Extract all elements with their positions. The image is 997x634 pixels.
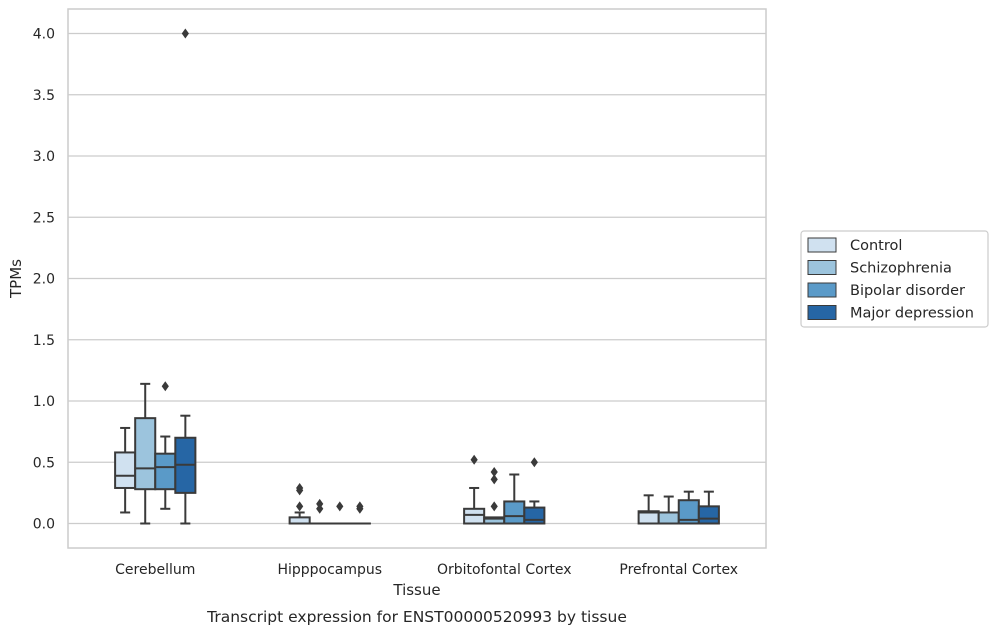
box-body — [657, 511, 680, 525]
x-tick-label: Cerebellum — [115, 562, 195, 578]
legend-label: Control — [850, 238, 902, 254]
box-control — [288, 482, 311, 525]
legend-swatch — [807, 260, 837, 275]
outlier-point — [181, 28, 189, 39]
outlier-point — [296, 482, 304, 493]
y-tick-label: 3.0 — [33, 149, 55, 165]
legend-swatch — [807, 305, 837, 320]
y-tick-label: 1.0 — [33, 394, 55, 410]
outlier-point — [356, 501, 364, 512]
box-schizophrenia — [657, 495, 680, 525]
y-tick-label: 2.5 — [33, 210, 55, 226]
outlier-point — [296, 501, 304, 512]
box-bipolar-disorder — [677, 490, 700, 525]
box-major-depression — [697, 490, 720, 525]
plot-frame — [67, 8, 767, 549]
box-schizophrenia — [134, 382, 157, 525]
box-body — [697, 505, 720, 525]
box-schizophrenia — [308, 498, 331, 525]
legend-label: Schizophrenia — [850, 261, 952, 277]
legend-swatch — [807, 282, 837, 298]
outlier-point — [490, 474, 498, 485]
box-schizophrenia — [483, 467, 506, 525]
x-tick-label: Orbitofontal Cortex — [437, 562, 572, 578]
box-body — [503, 500, 526, 525]
legend-label: Major depression — [850, 306, 974, 322]
legend-swatch — [807, 237, 837, 253]
box-major-depression — [348, 501, 371, 525]
y-tick-label: 3.5 — [33, 88, 55, 104]
box-body — [154, 452, 177, 491]
chart-caption: Transcript expression for ENST0000052099… — [206, 608, 627, 626]
y-tick-label: 0.5 — [33, 455, 55, 471]
x-tick-label: Hipppocampus — [277, 562, 382, 578]
y-tick-label: 4.0 — [33, 27, 55, 43]
box-body — [523, 506, 546, 525]
y-axis-ticks: 0.0 0.5 1.0 1.5 2.0 2.5 3.0 3.5 4.0 — [33, 27, 55, 533]
box-control — [114, 426, 137, 514]
y-tick-label: 1.5 — [33, 333, 55, 349]
gridlines — [68, 32, 766, 525]
outlier-point — [316, 498, 324, 509]
outlier-point — [490, 467, 498, 478]
outlier-point — [470, 454, 478, 465]
legend-frame — [800, 230, 989, 328]
y-tick-label: 2.0 — [33, 272, 55, 288]
x-axis-label: Tissue — [392, 581, 440, 599]
x-axis-ticks: Cerebellum Hipppocampus Orbitofontal Corte… — [115, 562, 738, 578]
x-tick-label: Prefrontal Cortex — [619, 562, 738, 578]
box-bipolar-disorder — [503, 473, 526, 525]
y-axis-label: TPMs — [7, 259, 25, 299]
box-major-depression — [523, 457, 546, 525]
box-body — [463, 507, 486, 525]
y-tick-label: 0.0 — [33, 517, 55, 533]
box-control — [637, 494, 660, 525]
box-plot-area — [114, 28, 720, 525]
legend-label: Bipolar disorder — [850, 283, 965, 299]
legend: Control Schizophrenia Bipolar disorder Majo… — [800, 230, 989, 328]
box-control — [463, 454, 486, 525]
outlier-point — [530, 457, 538, 468]
box-body — [114, 451, 137, 489]
box-major-depression — [174, 28, 197, 525]
outlier-point — [336, 501, 344, 512]
box-body — [134, 417, 157, 491]
box-bipolar-disorder — [328, 501, 351, 525]
outlier-point — [161, 381, 169, 392]
outlier-point — [490, 501, 498, 512]
